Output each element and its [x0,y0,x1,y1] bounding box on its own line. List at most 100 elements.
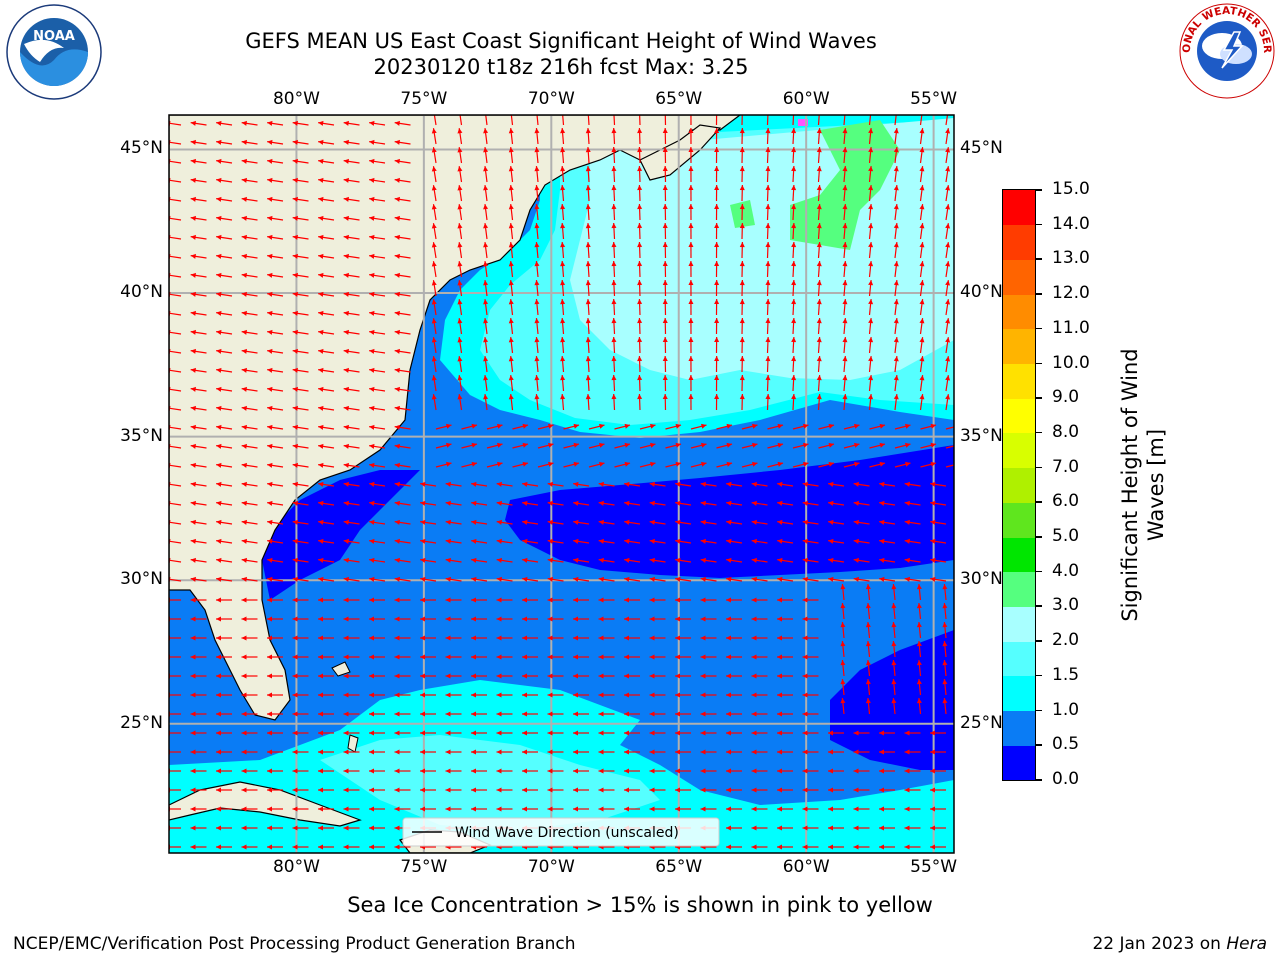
wave-direction-arrowhead [496,500,502,506]
wave-direction-arrowhead [803,461,809,467]
wave-direction-arrowhead [624,692,629,698]
wave-direction-arrowhead [945,356,951,362]
wave-direction-arrowhead [318,768,323,774]
wave-direction-arrowhead [445,787,451,793]
wave-direction-arrowhead [879,749,884,755]
wave-direction-arrowhead [688,242,694,248]
wave-direction-arrowhead [649,749,655,755]
wave-direction-arrowhead [394,310,400,316]
wave-direction-arrowhead [190,557,196,563]
wave-direction-arrowhead [267,519,273,525]
wave-direction-arrowhead [216,215,222,221]
wave-direction-arrowhead [457,166,463,172]
wave-direction-arrowhead [751,825,757,831]
colorbar-tick-label: 13.0 [1052,248,1090,269]
wave-direction-arrowhead [624,442,631,448]
wave-direction-arrowhead [431,147,437,153]
wave-direction-arrowhead [431,261,437,267]
wave-direction-arrowhead [573,442,580,448]
wave-direction-arrow [169,388,182,392]
wave-direction-arrowhead [916,641,922,647]
wave-direction-arrowhead [343,443,349,449]
wave-direction-arrowhead [637,261,643,267]
wave-direction-arrowhead [714,166,720,172]
wave-direction-arrowhead [241,749,247,755]
wave-direction-arrowhead [573,692,578,698]
colorbar-tick-label: 7.0 [1052,456,1080,477]
wave-direction-arrowhead [216,806,221,812]
wave-direction-arrowhead [930,844,935,850]
wave-direction-arrowhead [445,711,451,717]
wave-direction-arrowhead [508,318,514,324]
wave-direction-arrowhead [420,538,426,544]
wave-direction-arrowhead [930,787,935,793]
wave-direction-arrowhead [267,158,273,164]
wave-direction-arrowhead [816,375,822,381]
wave-direction-arrowhead [739,204,745,210]
wave-direction-arrowhead [241,635,247,641]
wave-direction-arrowhead [868,394,874,400]
wave-direction-arrowhead [190,844,196,850]
wave-direction-arrowhead [879,461,886,467]
colorbar-tick-mark [1036,640,1042,642]
colorbar-tick-label: 10.0 [1052,352,1090,373]
wave-direction-arrowhead [292,329,298,335]
wave-direction-arrowhead [919,185,925,191]
wave-direction-arrowhead [496,787,502,793]
wave-direction-arrowhead [318,329,324,335]
wave-direction-arrowhead [445,500,451,506]
wave-direction-arrowhead [522,442,529,448]
wave-direction-arrowhead [765,204,771,210]
wave-direction-arrowhead [267,597,272,603]
wave-direction-arrowhead [267,386,273,392]
wave-direction-arrowhead [457,109,462,114]
wave-direction-arrowhead [445,749,451,755]
wave-direction-arrowhead [241,787,247,793]
wave-direction-arrowhead [739,375,745,381]
wave-direction-arrowhead [879,423,886,429]
wave-direction-arrowhead [930,768,935,774]
wave-direction-arrowhead [445,635,451,641]
wave-direction-arrowhead [802,787,808,793]
wave-direction-arrowhead [343,597,349,603]
wave-direction-arrowhead [241,215,247,221]
wave-direction-arrowhead [292,177,298,183]
lat-tick-label-right: 40°N [960,282,1003,303]
wave-direction-arrowhead [611,375,617,381]
wave-direction-arrowhead [649,576,655,582]
wave-direction-arrowhead [216,557,222,563]
wave-direction-arrowhead [292,787,298,793]
wave-direction-arrowhead [267,253,273,259]
wave-direction-arrowhead [216,272,222,278]
wave-direction-arrowhead [483,147,489,153]
wave-direction-arrowhead [700,576,706,582]
wave-direction-arrowhead [241,768,247,774]
wave-direction-arrowhead [394,386,400,392]
wave-direction-arrowhead [369,253,375,259]
wave-direction-arrowhead [893,242,899,248]
wave-direction-arrowhead [611,147,617,153]
wave-direction-arrowhead [726,635,731,641]
wave-direction-arrowhead [919,109,924,114]
wave-direction-arrowhead [369,291,375,297]
wave-direction-arrowhead [700,711,706,717]
wave-direction-arrowhead [752,442,758,448]
wave-direction-arrowhead [816,299,822,305]
wave-direction-arrowhead [318,597,323,603]
wave-direction-arrowhead [868,185,874,191]
wave-direction-arrowhead [853,787,859,793]
wave-direction-arrowhead [904,768,910,774]
lon-tick-label-bottom: 55°W [910,857,958,877]
wave-direction-arrowhead [637,318,643,324]
wave-direction-arrowhead [420,730,425,736]
wave-direction-arrowhead [267,538,273,544]
wave-direction-arrowhead [879,557,885,563]
wave-direction-arrowhead [496,654,502,660]
wave-direction-arrowhead [522,519,528,525]
wave-direction-arrowhead [879,806,884,812]
wave-direction-arrowhead [802,576,808,582]
wave-direction-arrowhead [369,768,374,774]
wave-direction-arrowhead [879,730,884,736]
wave-direction-arrowhead [739,337,745,343]
wave-direction-arrowhead [842,356,848,362]
